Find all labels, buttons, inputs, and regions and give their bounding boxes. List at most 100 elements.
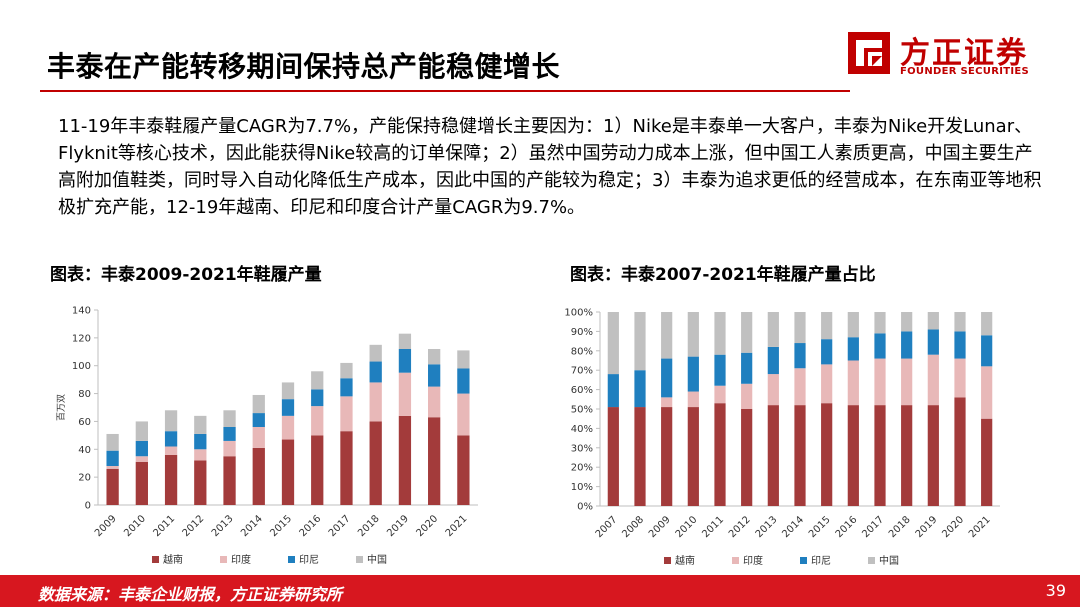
legend-swatch [732,557,739,564]
bar-segment [369,421,382,505]
legend-label: 越南 [163,553,183,566]
bar-segment [767,312,779,347]
bar-segment [821,364,833,404]
bar-segment [981,335,993,367]
bar-segment [398,349,412,373]
legend-label: 印度 [231,553,251,566]
legend-swatch [664,557,671,564]
bar-segment [607,312,619,375]
y-tick-label: 10% [571,482,593,493]
y-tick-label: 80 [78,389,91,400]
x-tick-label: 2011 [151,513,177,539]
bar-segment [398,415,412,505]
bar-segment [223,410,236,427]
bar-segment [927,312,939,330]
bar-segment [223,456,236,505]
x-tick-label: 2013 [754,514,780,540]
bar-segment [428,386,441,418]
bar-segment [661,358,673,398]
bar-segment [106,450,119,466]
output-share-stacked-bar-chart: 0%10%20%30%40%50%60%70%80%90%100%2007 200… [564,308,1000,567]
x-tick-label: 2010 [122,513,148,539]
y-tick-label: 60% [571,385,593,396]
legend-swatch [800,557,807,564]
bar-segment [874,312,886,334]
summary-paragraph: 11-19年丰泰鞋履产量CAGR为7.7%，产能保持稳健增长主要因为：1）Nik… [58,116,1042,218]
legend-label: 印度 [743,554,763,567]
x-tick-label: 2018 [356,513,382,539]
legend-label: 印尼 [811,555,831,567]
bar-segment [194,415,207,434]
x-tick-label: 2011 [700,514,726,540]
bar-segment [135,440,148,457]
bar-segment [311,389,324,407]
bar-segment [252,447,265,505]
brand-logo: 方正证券 FOUNDER SECURITIES [848,28,1038,84]
x-tick-label: 2016 [298,513,324,539]
bar-segment [714,385,726,404]
legend-label: 越南 [675,554,695,567]
bar-segment [634,407,646,506]
bar-segment [927,354,939,406]
bar-segment [457,393,470,436]
bar-segment [106,433,119,451]
legend-swatch [356,556,363,563]
bar-segment [135,461,148,505]
bar-segment [369,382,382,422]
y-axis-label: 百万双 [56,394,67,421]
bar-segment [135,421,148,441]
bar-segment [398,372,412,416]
x-tick-label: 2007 [594,514,620,540]
bar-segment [164,454,178,505]
page-number: 39 [1045,581,1066,600]
bar-segment [714,312,726,355]
bar-segment [927,405,939,506]
logo-english-name: FOUNDER SECURITIES [900,66,1030,77]
bar-segment [954,312,966,332]
y-tick-label: 20% [571,463,593,474]
x-tick-label: 2021 [967,514,993,540]
bar-segment [954,397,966,506]
y-tick-label: 60 [78,417,91,428]
y-tick-label: 0% [577,502,593,513]
bar-segment [457,350,470,369]
bar-segment [106,466,119,469]
bar-segment [901,312,913,332]
bar-segment [794,368,806,406]
legend-label: 中国 [879,554,899,567]
legend-label: 中国 [367,553,387,566]
bar-segment [954,331,966,359]
bar-segment [821,312,833,340]
bar-segment [311,371,324,390]
x-tick-label: 2008 [620,514,646,540]
x-tick-label: 2013 [210,513,236,539]
x-tick-label: 2010 [674,514,700,540]
y-tick-label: 40 [78,445,91,456]
bar-segment [714,354,726,386]
bar-segment [847,405,859,506]
bar-segment [457,368,470,394]
y-tick-label: 120 [72,333,91,344]
bar-segment [194,460,207,505]
bar-segment [252,394,265,414]
bar-segment [340,431,353,505]
data-source-note: 数据来源：丰泰企业财报，方正证券研究所 [38,585,343,604]
bar-segment [607,407,619,506]
bar-segment [634,370,646,408]
logo-chinese-name: 方正证券 [900,36,1028,71]
bar-segment [457,435,470,505]
bar-segment [428,417,441,505]
x-tick-label: 2014 [780,514,806,540]
y-tick-label: 140 [72,306,91,317]
bar-segment [194,449,207,461]
bar-segment [223,427,236,441]
bar-segment [607,374,619,408]
bar-segment [634,312,646,371]
bar-segment [927,329,939,355]
bar-segment [847,337,859,361]
bar-segment [661,312,673,359]
slide-title: 丰泰在产能转移期间保持总产能稳健增长 [47,50,561,83]
bar-segment [281,439,295,505]
bar-segment [714,403,726,506]
